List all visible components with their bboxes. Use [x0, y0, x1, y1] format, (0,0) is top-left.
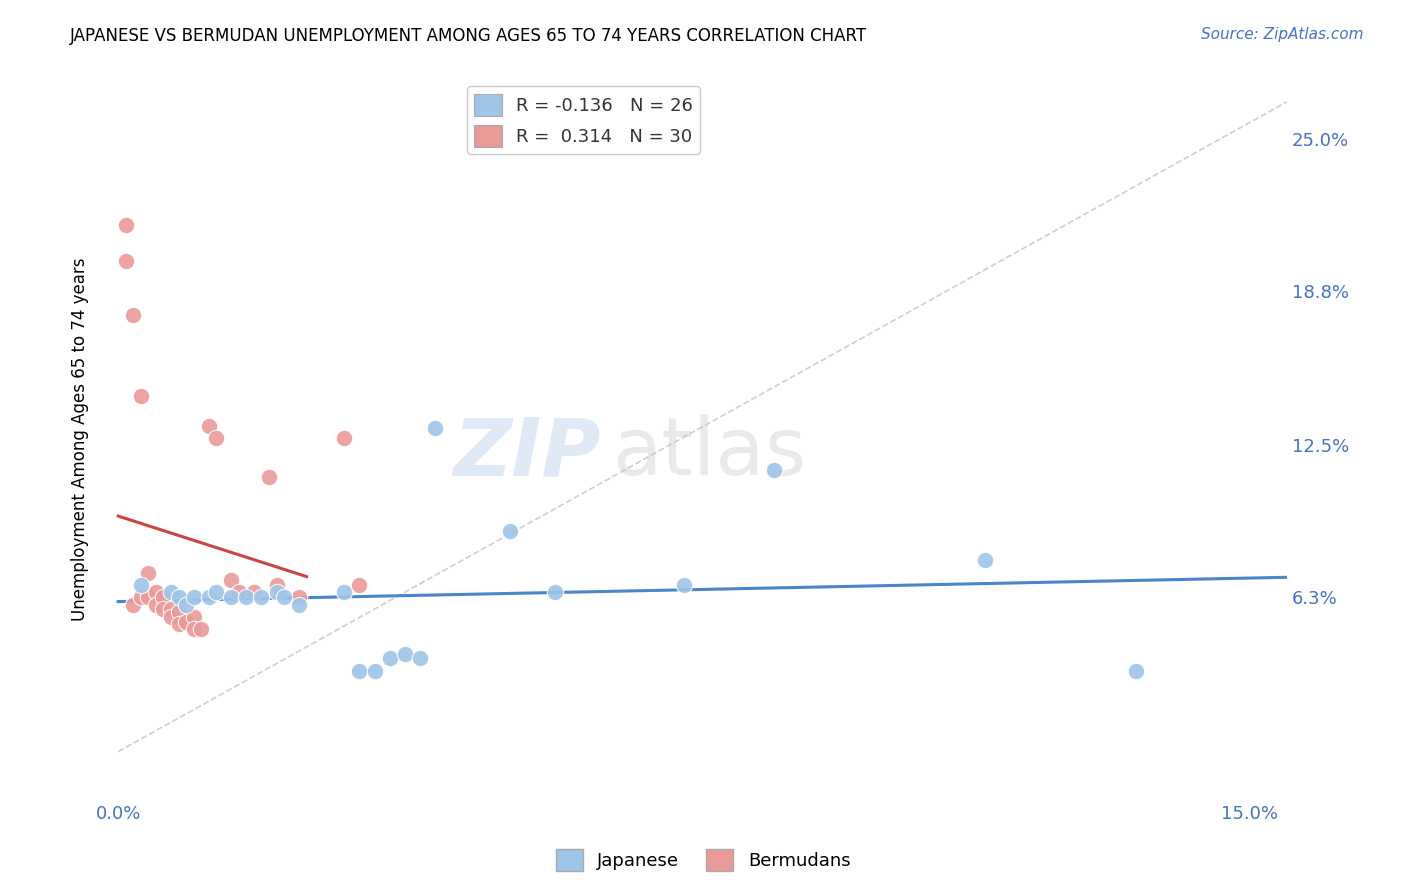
Point [349, 578, 371, 592]
Point [409, 651, 432, 665]
Point [544, 585, 567, 599]
Point [205, 585, 228, 599]
Point [197, 418, 219, 433]
Point [190, 622, 212, 636]
Point [333, 585, 356, 599]
Point [145, 598, 167, 612]
Point [183, 609, 205, 624]
Y-axis label: Unemployment Among Ages 65 to 74 years: Unemployment Among Ages 65 to 74 years [72, 257, 89, 621]
Point [138, 590, 160, 604]
Point [243, 585, 266, 599]
Point [183, 590, 205, 604]
Point [167, 617, 190, 632]
Point [266, 585, 288, 599]
Point [122, 308, 145, 322]
Point [221, 590, 243, 604]
Point [266, 578, 288, 592]
Point [129, 590, 152, 604]
Point [145, 585, 167, 599]
Text: ZIP: ZIP [453, 415, 600, 492]
Point [363, 664, 385, 678]
Point [1125, 664, 1147, 678]
Point [333, 431, 356, 445]
Point [672, 578, 695, 592]
Point [152, 590, 174, 604]
Point [114, 218, 136, 232]
Text: JAPANESE VS BERMUDAN UNEMPLOYMENT AMONG AGES 65 TO 74 YEARS CORRELATION CHART: JAPANESE VS BERMUDAN UNEMPLOYMENT AMONG … [70, 27, 868, 45]
Point [273, 590, 295, 604]
Point [763, 463, 786, 477]
Point [160, 602, 183, 616]
Point [378, 651, 401, 665]
Point [349, 664, 371, 678]
Point [288, 590, 311, 604]
Point [205, 431, 228, 445]
Point [129, 389, 152, 403]
Point [499, 524, 522, 538]
Point [250, 590, 273, 604]
Point [114, 254, 136, 268]
Text: atlas: atlas [612, 415, 807, 492]
Point [160, 609, 183, 624]
Point [152, 602, 174, 616]
Point [974, 553, 997, 567]
Point [174, 598, 197, 612]
Point [138, 566, 160, 580]
Point [174, 615, 197, 629]
Point [197, 590, 219, 604]
Legend: R = -0.136   N = 26, R =  0.314   N = 30: R = -0.136 N = 26, R = 0.314 N = 30 [467, 87, 700, 154]
Point [167, 605, 190, 619]
Point [288, 598, 311, 612]
Text: Source: ZipAtlas.com: Source: ZipAtlas.com [1201, 27, 1364, 42]
Point [129, 578, 152, 592]
Point [235, 590, 257, 604]
Point [160, 585, 183, 599]
Point [257, 470, 280, 484]
Point [167, 590, 190, 604]
Point [122, 598, 145, 612]
Point [423, 421, 446, 435]
Point [228, 585, 250, 599]
Legend: Japanese, Bermudans: Japanese, Bermudans [548, 842, 858, 879]
Point [183, 622, 205, 636]
Point [221, 573, 243, 587]
Point [394, 647, 416, 661]
